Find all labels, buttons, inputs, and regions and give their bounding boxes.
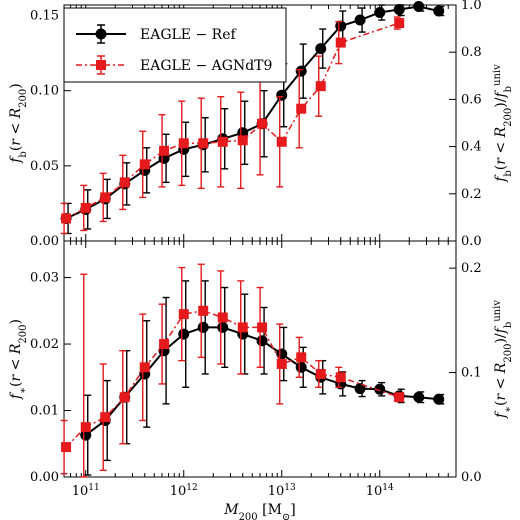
data-point-agn-bottom bbox=[80, 422, 91, 433]
data-point-agn-bottom bbox=[276, 358, 287, 369]
y-axis-label-right-top: fb(r < R200)/fbuniv bbox=[492, 64, 514, 183]
y-right-tick-label-top: 0.0 bbox=[461, 234, 482, 249]
x-tick-label: 1014 bbox=[366, 483, 394, 499]
data-point-agn-bottom bbox=[61, 442, 72, 453]
data-point-ref-top bbox=[315, 43, 327, 55]
panel-bottom-stellar-fraction: 0.00 0.01 0.02 0.03 0.0 0.1 0.2 1011 1012 1013 101… bbox=[8, 240, 514, 520]
y-axis-label-bottom: f∗(r < R200) bbox=[8, 319, 29, 400]
data-point-agn-top bbox=[296, 103, 307, 114]
data-point-ref-bottom bbox=[217, 321, 229, 333]
data-point-agn-bottom bbox=[159, 339, 170, 350]
data-point-agn-bottom bbox=[178, 309, 189, 320]
legend: EAGLE − Ref EAGLE − AGNdT9 bbox=[63, 7, 287, 83]
data-point-agn-bottom bbox=[100, 412, 111, 423]
data-point-agn-top bbox=[394, 18, 405, 29]
data-point-agn-top bbox=[80, 202, 91, 213]
data-point-agn-top bbox=[198, 138, 209, 149]
data-point-agn-bottom bbox=[237, 322, 248, 333]
data-point-agn-bottom bbox=[198, 305, 209, 316]
legend-ref-label: EAGLE − Ref bbox=[140, 27, 237, 43]
y-right-tick-label-top: 0.6 bbox=[461, 92, 482, 107]
data-point-agn-top bbox=[159, 145, 170, 156]
y-tick-label-bottom: 0.01 bbox=[30, 404, 59, 419]
data-point-agn-top bbox=[61, 213, 72, 224]
data-point-agn-top bbox=[335, 37, 346, 48]
data-point-ref-bottom bbox=[276, 348, 288, 360]
data-point-agn-top bbox=[119, 177, 130, 188]
data-point-agn-bottom bbox=[119, 392, 130, 403]
data-point-agn-top bbox=[100, 192, 111, 203]
y-tick-label-bottom: 0.03 bbox=[30, 271, 59, 286]
series-line-agn-top bbox=[65, 22, 400, 220]
y-right-tick-label-bottom: 0.1 bbox=[461, 366, 482, 381]
y-right-tick-label-top: 0.8 bbox=[461, 45, 482, 60]
y-right-tick-label-top: 0.4 bbox=[461, 140, 482, 155]
x-tick-label: 1012 bbox=[170, 483, 198, 499]
data-point-agn-top bbox=[178, 138, 189, 149]
data-point-ref-bottom bbox=[80, 429, 92, 441]
legend-entry-agn: EAGLE − AGNdT9 bbox=[76, 55, 272, 75]
data-point-ref-top bbox=[335, 20, 347, 32]
data-point-ref-bottom bbox=[413, 391, 425, 403]
x-tick-label: 1013 bbox=[268, 483, 296, 499]
data-point-ref-bottom bbox=[197, 321, 209, 333]
y-axis-label-right-bottom: f∗(r < R200)/fbuniv bbox=[492, 300, 514, 419]
data-point-ref-bottom bbox=[295, 361, 307, 373]
legend-agn-label: EAGLE − AGNdT9 bbox=[140, 58, 272, 74]
legend-agn-marker bbox=[96, 60, 106, 70]
data-point-ref-top bbox=[374, 7, 386, 19]
data-point-agn-bottom bbox=[296, 352, 307, 363]
y-tick-label-top: 0.00 bbox=[30, 234, 59, 249]
data-point-ref-bottom bbox=[374, 383, 386, 395]
y-tick-label-top: 0.15 bbox=[30, 9, 59, 24]
y-axis-label-top: fb(r < R200) bbox=[8, 83, 29, 164]
data-point-agn-top bbox=[257, 118, 268, 129]
data-point-ref-top bbox=[295, 65, 307, 77]
y-right-tick-label-top: 0.2 bbox=[461, 187, 482, 202]
y-tick-label-bottom: 0.02 bbox=[30, 337, 59, 352]
data-point-agn-bottom bbox=[315, 368, 326, 379]
data-point-agn-top bbox=[315, 81, 326, 92]
data-point-agn-bottom bbox=[394, 392, 405, 403]
data-point-ref-bottom bbox=[354, 383, 366, 395]
data-point-agn-bottom bbox=[335, 372, 346, 383]
data-point-ref-bottom bbox=[256, 335, 268, 347]
legend-frame bbox=[63, 7, 287, 83]
y-right-tick-label-bottom: 0.2 bbox=[461, 261, 482, 276]
data-point-ref-top bbox=[276, 89, 288, 101]
y-tick-label-top: 0.10 bbox=[30, 84, 59, 99]
data-point-agn-top bbox=[276, 136, 287, 147]
data-point-ref-top bbox=[393, 4, 405, 16]
data-point-agn-top bbox=[237, 135, 248, 146]
series-line-agn-bottom bbox=[65, 310, 400, 448]
x-axis-label: M200 [M⊙] bbox=[223, 502, 296, 520]
y-tick-label-top: 0.05 bbox=[30, 159, 59, 174]
data-point-agn-bottom bbox=[139, 362, 150, 373]
data-point-ref-bottom bbox=[178, 328, 190, 340]
data-point-ref-bottom bbox=[433, 393, 445, 405]
data-point-agn-bottom bbox=[217, 312, 228, 323]
data-point-ref-top bbox=[354, 14, 366, 26]
y-right-tick-label-top: 1.0 bbox=[461, 0, 482, 13]
data-point-agn-top bbox=[139, 159, 150, 170]
legend-ref-marker bbox=[95, 28, 107, 40]
data-point-agn-top bbox=[217, 136, 228, 147]
legend-entry-ref: EAGLE − Ref bbox=[76, 24, 237, 44]
data-point-ref-top bbox=[433, 5, 445, 17]
x-tick-label: 1011 bbox=[72, 483, 100, 499]
y-right-tick-label-bottom: 0.0 bbox=[461, 470, 482, 485]
data-point-ref-top bbox=[413, 1, 425, 13]
data-point-agn-bottom bbox=[257, 322, 268, 333]
y-tick-label-bottom: 0.00 bbox=[30, 470, 59, 485]
